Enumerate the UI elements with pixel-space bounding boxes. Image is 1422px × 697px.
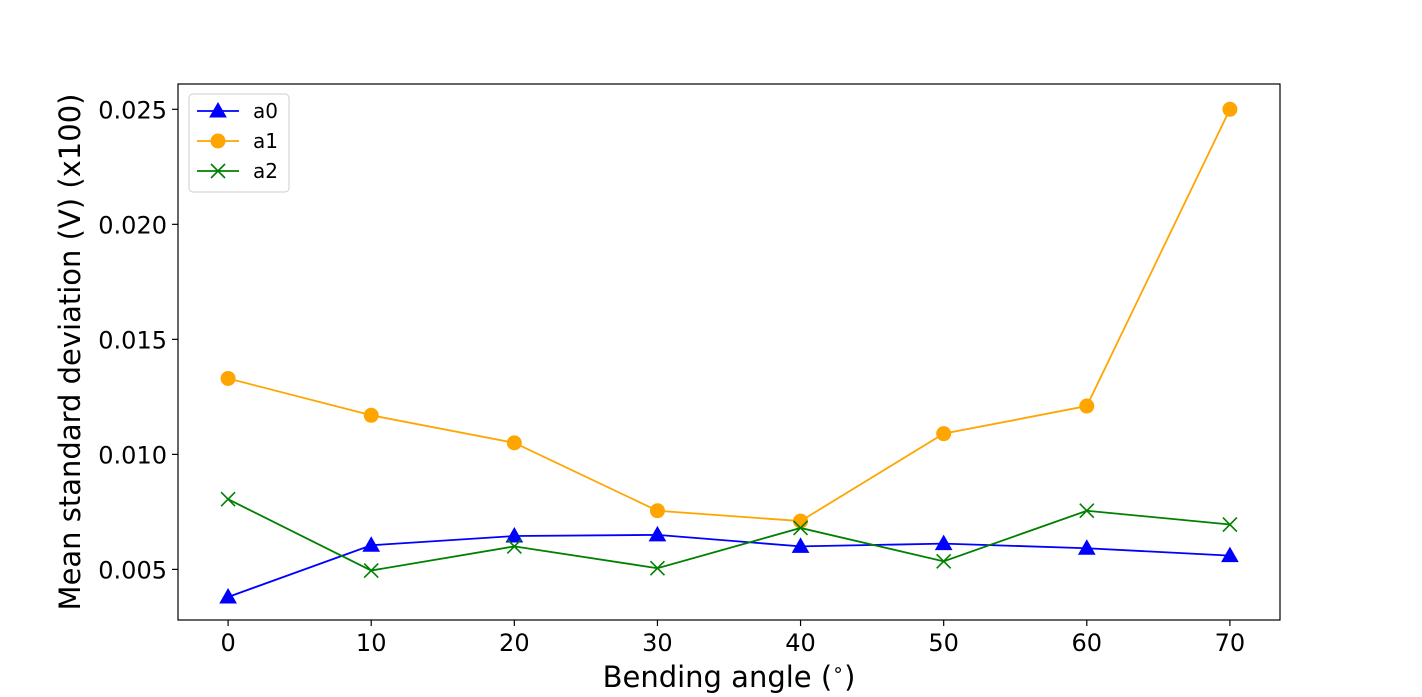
x-tick-label: 60 bbox=[1072, 629, 1103, 657]
legend-label: a0 bbox=[253, 99, 278, 123]
y-tick-label: 0.010 bbox=[98, 441, 167, 469]
data-point-a0 bbox=[791, 537, 810, 553]
legend-marker bbox=[210, 133, 226, 149]
legend-item-a0: a0 bbox=[197, 99, 278, 123]
series-line-a0 bbox=[227, 533, 1230, 598]
x-axis-ticks: 0 10 20 30 40 50 60 70 bbox=[220, 620, 1245, 657]
series-line-a1 bbox=[227, 108, 1231, 523]
x-tick-label: 50 bbox=[928, 629, 959, 657]
y-tick-label: 0.020 bbox=[98, 211, 167, 239]
series-a1 bbox=[220, 101, 1238, 529]
x-tick-label: 20 bbox=[499, 629, 530, 657]
data-point-a0 bbox=[934, 534, 953, 551]
data-point-a1 bbox=[363, 407, 379, 423]
legend-label: a2 bbox=[253, 159, 278, 183]
data-point-a0 bbox=[1221, 546, 1239, 563]
series-layer bbox=[219, 101, 1239, 604]
legend-label: a1 bbox=[253, 129, 278, 153]
data-point-a2 bbox=[1079, 503, 1095, 519]
plot-frame bbox=[177, 83, 1281, 621]
y-axis-ticks: 0.005 0.010 0.015 0.020 0.025 bbox=[98, 96, 178, 584]
legend-item-a2: a2 bbox=[197, 159, 278, 183]
data-point-a0 bbox=[505, 527, 524, 543]
x-axis-title: Bending angle (∘) bbox=[603, 659, 856, 694]
series-a0 bbox=[219, 525, 1239, 604]
legend: a0 a1 a2 bbox=[188, 93, 290, 193]
x-tick-label: 10 bbox=[356, 629, 387, 657]
y-axis-title: Mean standard deviation (V) (x100) bbox=[53, 94, 87, 611]
series-line-a2 bbox=[227, 498, 1230, 572]
y-tick-label: 0.005 bbox=[98, 556, 167, 584]
legend-item-a1: a1 bbox=[197, 129, 278, 153]
data-point-a1 bbox=[506, 435, 522, 451]
data-point-a0 bbox=[362, 536, 381, 552]
series-a2 bbox=[220, 491, 1238, 579]
data-point-a2 bbox=[363, 562, 379, 579]
data-point-a0 bbox=[648, 525, 667, 542]
data-point-a2 bbox=[649, 560, 666, 576]
x-tick-label: 40 bbox=[785, 629, 816, 657]
x-tick-label: 0 bbox=[220, 629, 235, 657]
data-point-a1 bbox=[793, 513, 809, 529]
y-tick-label: 0.025 bbox=[98, 96, 167, 124]
data-point-a0 bbox=[219, 587, 237, 604]
data-point-a0 bbox=[1077, 539, 1096, 555]
data-point-a1 bbox=[1079, 398, 1095, 414]
legend-marker bbox=[210, 163, 226, 179]
data-point-a2 bbox=[506, 538, 522, 554]
data-point-a1 bbox=[1222, 101, 1238, 117]
data-point-a2 bbox=[220, 491, 236, 507]
data-point-a1 bbox=[936, 426, 952, 442]
legend-marker bbox=[209, 101, 227, 118]
x-tick-label: 30 bbox=[642, 629, 673, 657]
data-point-a2 bbox=[936, 553, 952, 569]
data-point-a1 bbox=[220, 370, 236, 386]
data-point-a2 bbox=[1222, 516, 1238, 533]
data-point-a1 bbox=[649, 503, 665, 519]
x-tick-label: 70 bbox=[1215, 629, 1246, 657]
y-tick-label: 0.015 bbox=[98, 326, 167, 354]
data-point-a2 bbox=[792, 520, 809, 536]
